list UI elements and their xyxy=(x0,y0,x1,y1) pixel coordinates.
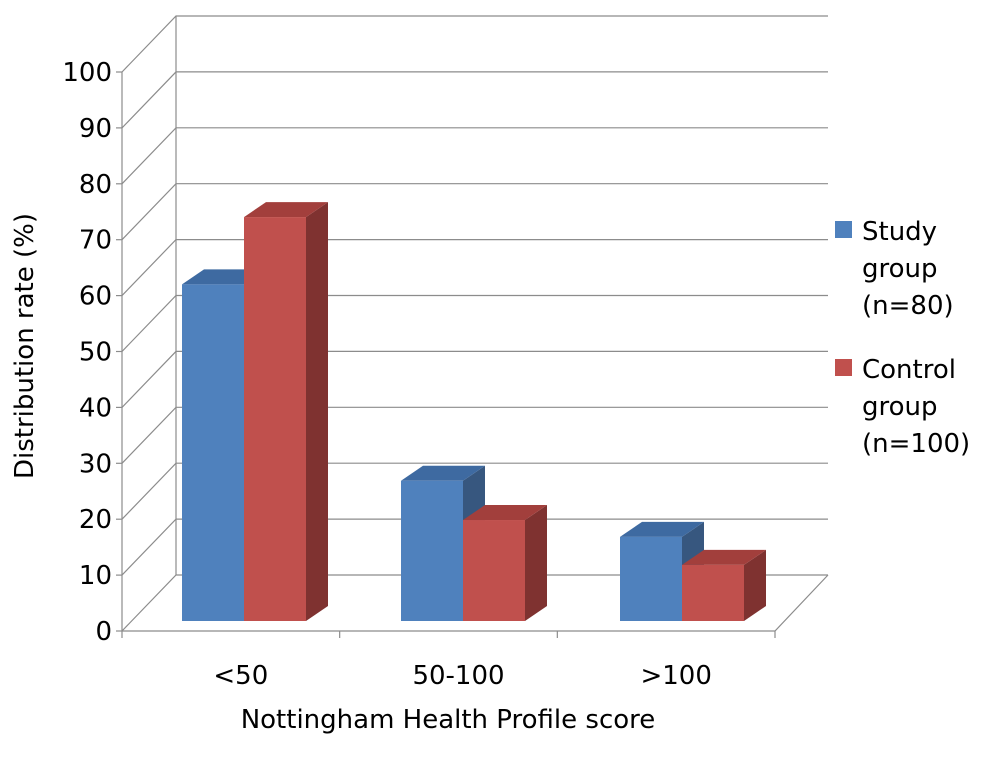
legend-swatch xyxy=(835,221,852,238)
legend-swatch xyxy=(835,359,852,376)
gridline xyxy=(121,183,828,241)
gridline xyxy=(121,127,828,185)
y-tick-label: 60 xyxy=(79,282,112,312)
y-tick-label: 30 xyxy=(79,449,112,479)
bar-side xyxy=(744,549,766,621)
legend-item: Study group (n=80) xyxy=(835,217,954,321)
y-tick-label: 0 xyxy=(95,617,112,647)
bar-side xyxy=(306,202,328,621)
bar xyxy=(463,505,547,621)
gridline xyxy=(121,15,828,73)
legend-label: Control xyxy=(862,355,956,385)
x-tick-labels: <50 50-100 >100 xyxy=(213,661,711,691)
y-tick-label: 40 xyxy=(79,393,112,423)
bar-front xyxy=(401,480,463,621)
x-tick-label: 50-100 xyxy=(412,661,504,691)
bar-top xyxy=(682,549,766,565)
bar xyxy=(682,549,766,621)
bars xyxy=(182,202,766,621)
legend-label: group xyxy=(862,392,938,422)
y-tick-label: 70 xyxy=(79,226,112,256)
bar-top xyxy=(244,202,328,218)
legend-label: (n=80) xyxy=(862,291,954,321)
y-tick-label: 20 xyxy=(79,505,112,535)
legend-label: group xyxy=(862,254,938,284)
bar-front xyxy=(244,217,306,621)
legend-label: Study xyxy=(862,217,937,247)
bar-top xyxy=(620,521,704,537)
y-tick-labels: 0 10 20 30 40 50 60 70 80 90 100 xyxy=(62,58,112,647)
axes xyxy=(116,16,829,638)
legend-label: (n=100) xyxy=(862,429,970,459)
y-tick-label: 80 xyxy=(79,170,112,200)
bar-top xyxy=(401,465,485,481)
legend-item: Control group (n=100) xyxy=(835,355,970,459)
y-tick-label: 10 xyxy=(79,561,112,591)
bar-front xyxy=(182,284,244,621)
y-tick-label: 90 xyxy=(79,114,112,144)
bar-front xyxy=(463,520,525,621)
legend: Study group (n=80) Control group (n=100) xyxy=(835,217,970,459)
y-tick-label: 50 xyxy=(79,338,112,368)
y-axis-title: Distribution rate (%) xyxy=(10,213,40,479)
bar-front xyxy=(682,564,744,621)
bar xyxy=(244,202,328,621)
bar-front xyxy=(620,536,682,621)
x-tick-label: >100 xyxy=(640,661,711,691)
x-tick-label: <50 xyxy=(213,661,268,691)
x-axis-title: Nottingham Health Profile score xyxy=(241,705,656,735)
y-tick-label: 100 xyxy=(62,58,112,88)
bar-side xyxy=(525,505,547,621)
bar-top xyxy=(463,505,547,521)
gridline xyxy=(121,71,828,129)
